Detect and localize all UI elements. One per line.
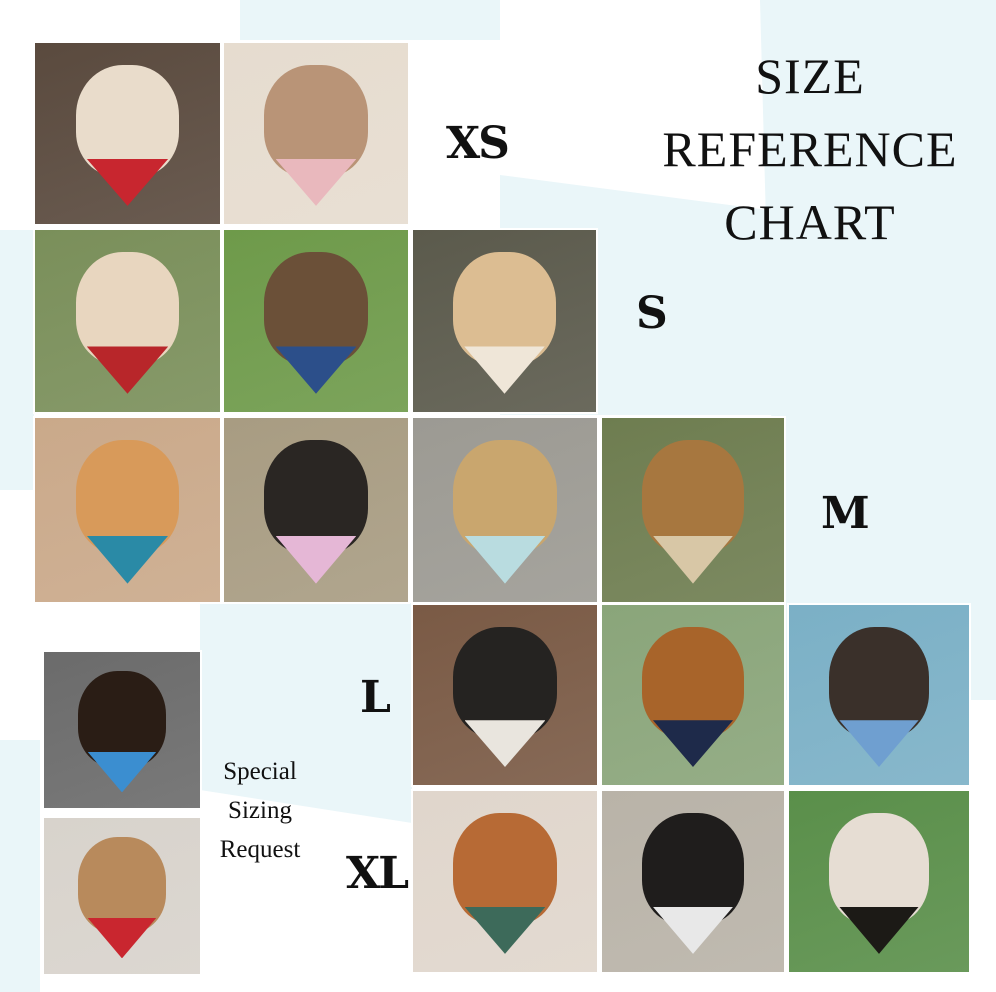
background-shape (200, 603, 412, 823)
dog-photo (222, 228, 410, 414)
pet-shape (75, 64, 180, 177)
pet-shape (453, 626, 557, 739)
bandana-shape (652, 720, 734, 767)
special-line: Special (223, 758, 297, 785)
pet-shape (642, 812, 744, 925)
pet-shape (75, 251, 180, 365)
dog-photo (600, 416, 786, 604)
page-title: SIZE REFERENCE CHART (640, 40, 980, 259)
bandana-shape (86, 158, 169, 206)
special-line: Request (219, 836, 301, 863)
background-shape (240, 0, 500, 40)
pet-shape (78, 836, 166, 934)
pet-shape (264, 64, 368, 177)
title-line: SIZE (755, 48, 865, 104)
pet-shape (642, 440, 744, 555)
bandana-shape (86, 535, 169, 584)
size-label-xl: XL (346, 848, 409, 899)
cat-photo (33, 41, 222, 226)
dog-photo (411, 603, 599, 787)
background-shape (0, 230, 34, 490)
dog-photo (787, 789, 971, 974)
special-line: Sizing (228, 797, 292, 824)
pet-shape (78, 670, 166, 768)
pet-shape (453, 440, 557, 555)
pet-shape (264, 251, 368, 365)
background-shape (785, 490, 996, 602)
pet-shape (75, 440, 180, 555)
dog-photo (33, 416, 222, 604)
dachshund-photo (42, 816, 202, 976)
dog-photo (787, 603, 971, 787)
bandana-shape (275, 158, 357, 206)
pet-shape (453, 251, 556, 365)
background-shape (0, 740, 40, 992)
dog-photo (600, 603, 786, 787)
bandana-shape (839, 906, 919, 954)
bandana-shape (652, 535, 734, 584)
bandana-shape (464, 906, 546, 954)
special-sizing-label: Special Sizing Request (210, 752, 310, 869)
size-label-l: L (360, 672, 391, 723)
bandana-shape (464, 346, 545, 394)
two-cats-photo (222, 41, 410, 226)
bandana-shape (275, 346, 357, 394)
bandana-shape (839, 720, 919, 767)
dachshund-photo (42, 650, 202, 810)
pet-shape (828, 626, 930, 739)
bandana-shape (86, 346, 169, 394)
dog-photo (411, 228, 598, 414)
pet-shape (642, 626, 744, 739)
size-label-xs: XS (446, 118, 510, 169)
size-label-m: M (821, 488, 870, 539)
title-line: REFERENCE (662, 121, 958, 177)
dog-photo (222, 416, 410, 604)
size-label-s: S (636, 288, 668, 339)
title-line: CHART (724, 194, 896, 250)
pet-shape (828, 812, 930, 925)
pet-shape (453, 812, 557, 925)
bandana-shape (464, 535, 546, 584)
bandana-shape (275, 535, 357, 584)
bandana-shape (464, 720, 546, 767)
bandana-shape (87, 917, 157, 959)
dog-photo (411, 789, 599, 974)
dog-photo (600, 789, 786, 974)
bandana-shape (87, 751, 157, 793)
dog-photo (33, 228, 222, 414)
pet-shape (264, 440, 368, 555)
dog-photo (411, 416, 599, 604)
bandana-shape (652, 906, 734, 954)
